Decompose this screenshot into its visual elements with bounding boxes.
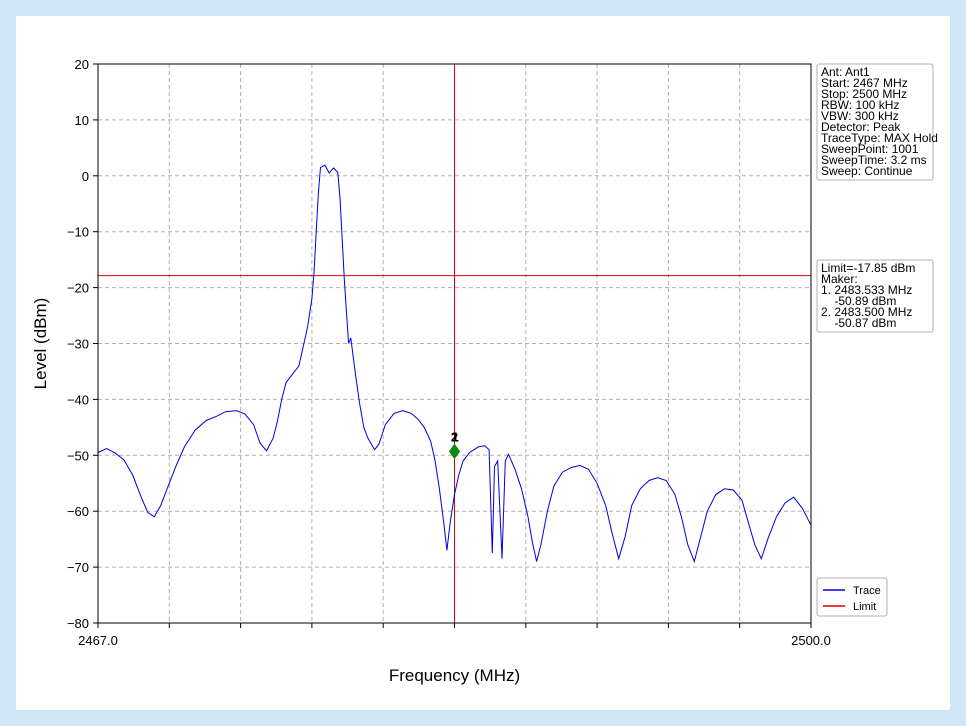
marker-diamond [448,443,461,460]
y-tick-label: −50 [67,448,89,463]
y-tick-label: −40 [67,392,89,407]
axis-ticks: 20 10 0 −10 −20 −30 −40 −50 −60 −70 −80 2467.0 2500.… [67,57,831,648]
legend-frame [816,577,888,617]
marker-box-line: -50.87 dBm [821,316,896,330]
legend: Trace Limit [816,577,888,617]
marker-box-line: 2. 2483.500 MHz [821,305,912,319]
info-box-line: TraceType: MAX Hold [821,131,938,145]
marker-box-line: -50.89 dBm [821,294,896,308]
y-axis-label: Level (dBm) [31,298,50,390]
trace-line [97,164,812,564]
marker-label: 2 [451,429,458,444]
info-box-line: VBW: 300 kHz [821,109,899,123]
info-box-line: Sweep: Continue [821,164,913,178]
x-axis-label: Frequency (MHz) [389,666,520,685]
trace-group [97,164,812,564]
info-box-line: Start: 2467 MHz [821,76,908,90]
y-tick-label: −60 [67,504,89,519]
info-box-line: Detector: Peak [821,120,901,134]
info-box-line: Stop: 2500 MHz [821,87,907,101]
x-tick-label: 2467.0 [78,633,118,648]
x-tick-label: 2500.0 [791,633,831,648]
info-box-line: Ant: Ant1 [821,65,870,79]
limit-line-group [98,64,811,623]
y-tick-label: −80 [67,616,89,631]
legend-label: Limit [853,601,876,613]
marker-label: 1 [452,429,459,444]
y-tick-label: −30 [67,337,89,352]
marker-box-line: Maker: [821,272,858,286]
info-box-line: SweepTime: 3.2 ms [821,153,927,167]
marker-group: 21 [448,429,461,460]
legend-label: Trace [853,585,881,597]
marker-box-line: 1. 2483.533 MHz [821,283,912,297]
info-box-frame [816,63,934,181]
y-tick-label: 0 [82,169,89,184]
marker-box-frame [816,259,934,333]
y-tick-label: −70 [67,560,89,575]
info-box-line: SweepPoint: 1001 [821,142,919,156]
y-tick-label: −20 [67,281,89,296]
marker-box-line: Limit=-17.85 dBm [821,261,915,275]
y-tick-label: 10 [75,113,89,128]
info-box-line: RBW: 100 kHz [821,98,899,112]
spectrum-chart: 21 20 10 0 −10 −20 −30 −40 −50 −60 −70 −80 2467.0 25… [31,57,938,685]
y-tick-label: 20 [75,57,89,72]
y-tick-label: −10 [67,225,89,240]
